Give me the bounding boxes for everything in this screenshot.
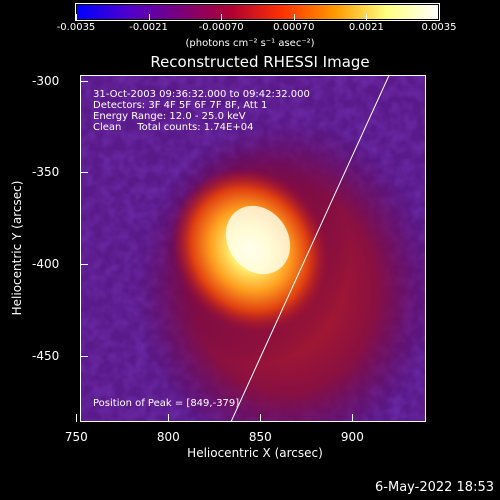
- colorbar-tick-mark: [148, 14, 150, 21]
- plot-area: [80, 75, 426, 422]
- colorbar-tick-label: -0.00070: [198, 22, 244, 33]
- emission-peak: [225, 205, 291, 275]
- y-tick-label: -450: [32, 348, 60, 363]
- colorbar: [75, 3, 440, 21]
- x-tick-mark: [76, 414, 78, 422]
- y-tick-label: -300: [32, 73, 60, 88]
- colorbar-tick-label: 0.00070: [273, 22, 315, 33]
- x-tick-mark: [352, 414, 354, 422]
- x-tick-mark: [168, 414, 170, 422]
- solar-limb-line: [230, 75, 390, 422]
- colorbar-tick-mark: [439, 14, 440, 21]
- y-tick-label: -350: [32, 165, 60, 180]
- colorbar-tick-mark: [76, 14, 77, 21]
- datestamp: 6-May-2022 18:53: [375, 480, 494, 495]
- y-tick-mark: [80, 172, 88, 174]
- colorbar-tick-label: -0.0035: [56, 22, 96, 33]
- y-tick-mark: [80, 264, 88, 266]
- info-energy-range: Energy Range: 12.0 - 25.0 keV: [93, 111, 246, 122]
- chart-title: Reconstructed RHESSI Image: [150, 53, 370, 71]
- y-tick-mark: [80, 80, 88, 82]
- colorbar-tick-label: 0.0021: [348, 22, 384, 33]
- info-detectors: Detectors: 3F 4F 5F 6F 7F 8F, Att 1: [93, 100, 268, 111]
- info-method-counts: Clean Total counts: 1.74E+04: [93, 122, 254, 133]
- colorbar-gradient: [77, 5, 438, 19]
- x-tick-label: 850: [248, 430, 272, 444]
- x-tick-label: 800: [156, 430, 180, 444]
- heatmap-svg: [80, 75, 426, 422]
- info-time-range: 31-Oct-2003 09:36:32.000 to 09:42:32.000: [93, 89, 310, 100]
- colorbar-tick-label: -0.0021: [129, 22, 168, 33]
- colorbar-tick-label: 0.0035: [421, 22, 457, 33]
- y-axis-label: Heliocentric Y (arcsec): [10, 180, 24, 316]
- colorbar-units-label: (photons cm⁻² s⁻¹ asec⁻²): [185, 38, 315, 49]
- y-tick-mark: [80, 355, 88, 357]
- colorbar-tick-mark: [221, 14, 223, 21]
- x-tick-mark: [260, 414, 262, 422]
- info-peak-position: Position of Peak = [849,-379]: [93, 398, 240, 409]
- x-tick-label: 750: [64, 430, 88, 444]
- colorbar-tick-mark: [293, 14, 295, 21]
- x-tick-label: 900: [340, 430, 364, 444]
- colorbar-tick-mark: [366, 14, 368, 21]
- x-axis-label: Heliocentric X (arcsec): [187, 446, 323, 460]
- y-tick-label: -400: [32, 257, 60, 272]
